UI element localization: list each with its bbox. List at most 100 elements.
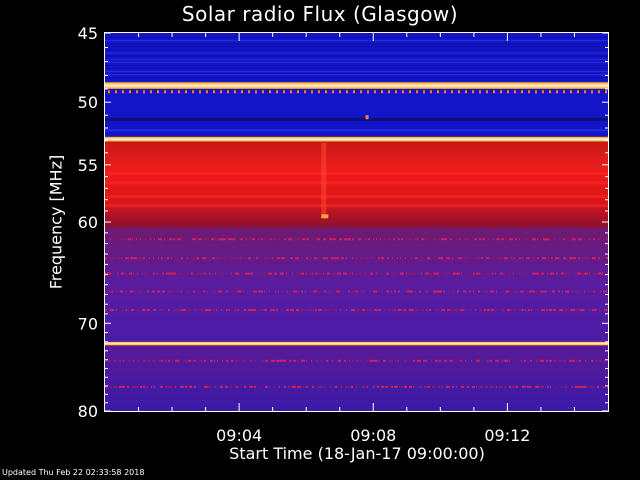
rfi-segment	[249, 385, 253, 388]
comb-mark	[122, 90, 124, 94]
rfi-segment	[114, 238, 115, 241]
rfi-segment	[343, 272, 346, 275]
rfi-segment	[249, 238, 250, 241]
rfi-segment	[117, 272, 118, 275]
comb-mark	[430, 90, 432, 94]
rfi-segment	[356, 359, 359, 362]
rfi-segment	[230, 385, 232, 388]
rfi-segment	[537, 309, 538, 312]
rfi-segment	[539, 385, 541, 388]
rfi-segment	[137, 359, 139, 362]
rfi-segment	[105, 272, 108, 275]
rfi-segment	[514, 290, 516, 293]
rfi-segment	[410, 238, 412, 241]
rfi-segment	[324, 309, 328, 312]
comb-mark	[171, 90, 173, 94]
rfi-segment	[234, 257, 238, 260]
rfi-segment	[152, 359, 156, 362]
rfi-segment	[392, 309, 396, 312]
rfi-segment	[121, 272, 125, 275]
rfi-segment	[356, 290, 358, 293]
rfi-segment	[546, 238, 549, 241]
rfi-segment	[430, 272, 434, 275]
rfi-segment	[237, 359, 240, 362]
rfi-segment	[499, 385, 503, 388]
band-mid	[105, 227, 608, 342]
rfi-segment	[457, 309, 459, 312]
rfi-segment	[579, 290, 580, 293]
rfi-segment	[121, 257, 122, 260]
rfi-segment	[152, 290, 155, 293]
rfi-segment	[108, 272, 112, 275]
rfi-segment	[216, 309, 217, 312]
rfi-segment	[105, 385, 108, 388]
rfi-segment	[182, 272, 183, 275]
rfi-segment	[276, 359, 280, 362]
rfi-segment	[474, 257, 477, 260]
rfi-segment	[113, 385, 117, 388]
rfi-segment	[504, 257, 507, 260]
rfi-segment	[316, 359, 318, 362]
rfi-segment	[502, 290, 506, 293]
rfi-segment	[282, 309, 283, 312]
rfi-segment	[485, 385, 488, 388]
rfi-segment	[490, 385, 493, 388]
y-tick-label: 50	[78, 93, 98, 112]
rfi-segment	[352, 359, 353, 362]
comb-mark	[346, 90, 348, 94]
rfi-segment	[444, 359, 447, 362]
rfi-segment	[519, 238, 520, 241]
rfi-segment	[137, 272, 138, 275]
rfi-segment	[194, 309, 196, 312]
rfi-segment	[309, 272, 313, 275]
rfi-segment	[541, 309, 545, 312]
rfi-segment	[425, 272, 429, 275]
rfi-segment	[607, 385, 608, 388]
light-stripe	[105, 129, 608, 132]
rfi-segment	[352, 257, 353, 260]
rfi-segment	[374, 359, 378, 362]
comb-mark	[563, 90, 565, 94]
comb-mark	[227, 90, 229, 94]
rfi-segment	[206, 290, 208, 293]
comb-mark	[570, 90, 572, 94]
rfi-segment	[314, 257, 318, 260]
rfi-segment	[440, 290, 442, 293]
rfi-segment	[400, 257, 401, 260]
rfi-segment	[307, 309, 311, 312]
rfi-segment	[298, 272, 301, 275]
rfi-segment	[409, 385, 412, 388]
rfi-segment	[264, 309, 267, 312]
rfi-segment	[438, 238, 440, 241]
rfi-segment	[467, 385, 469, 388]
rfi-segment	[482, 290, 484, 293]
rfi-segment	[269, 290, 270, 293]
rfi-segment	[199, 359, 202, 362]
rfi-segment	[323, 238, 326, 241]
rfi-segment	[565, 385, 567, 388]
rfi-segment	[541, 272, 544, 275]
rfi-segment	[561, 272, 564, 275]
comb-mark	[318, 90, 320, 94]
rfi-segment	[419, 385, 422, 388]
chart-title: Solar radio Flux (Glasgow)	[181, 2, 459, 26]
rfi-segment	[584, 309, 586, 312]
rfi-segment	[389, 359, 393, 362]
rfi-segment	[215, 290, 216, 293]
rfi-segment	[461, 272, 462, 275]
rfi-segment	[507, 309, 511, 312]
rfi-segment	[200, 309, 203, 312]
rfi-segment	[404, 290, 408, 293]
comb-mark	[486, 90, 488, 94]
rfi-segment	[381, 272, 382, 275]
rfi-segment	[160, 385, 163, 388]
rfi-segment	[531, 309, 532, 312]
x-tick-label: 09:12	[484, 426, 530, 445]
rfi-segment	[168, 309, 170, 312]
rfi-segment	[401, 309, 403, 312]
rfi-segment	[293, 290, 297, 293]
rfi-segment	[531, 385, 532, 388]
rfi-segment	[217, 359, 218, 362]
rfi-segment	[477, 257, 480, 260]
rfi-segment	[130, 257, 134, 260]
